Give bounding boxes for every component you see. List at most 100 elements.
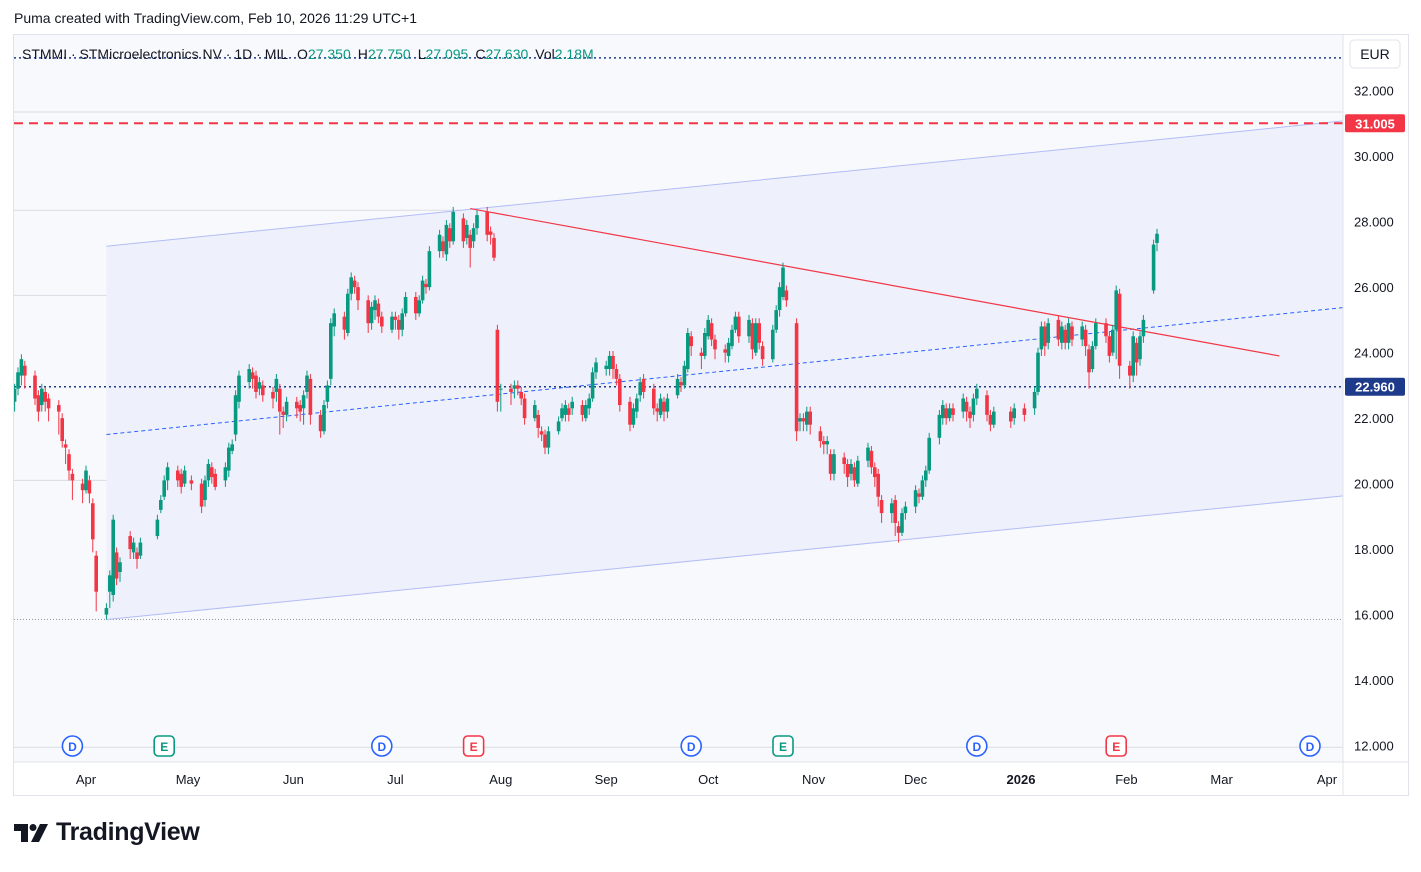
candle[interactable] — [784, 285, 789, 307]
candle[interactable] — [271, 387, 275, 409]
candle[interactable] — [118, 557, 122, 582]
earnings-marker[interactable]: E — [153, 735, 175, 757]
candle[interactable] — [488, 226, 493, 245]
candle[interactable] — [1111, 324, 1115, 356]
candle[interactable] — [723, 344, 727, 363]
candle[interactable] — [539, 426, 544, 442]
price-label-tag[interactable] — [1345, 377, 1405, 396]
candle[interactable] — [971, 393, 976, 422]
candle[interactable] — [879, 495, 884, 523]
candle[interactable] — [754, 318, 758, 356]
candle[interactable] — [247, 364, 251, 389]
candle[interactable] — [332, 308, 336, 337]
candle[interactable] — [1056, 314, 1061, 347]
candle[interactable] — [397, 314, 401, 340]
candle[interactable] — [1036, 347, 1040, 396]
candle[interactable] — [257, 377, 262, 396]
candle[interactable] — [641, 373, 646, 399]
candle[interactable] — [495, 324, 500, 412]
candle[interactable] — [63, 439, 68, 464]
candle[interactable] — [329, 318, 333, 386]
candle[interactable] — [852, 462, 857, 487]
candle[interactable] — [301, 390, 306, 425]
candle[interactable] — [546, 426, 551, 455]
candle[interactable] — [896, 521, 901, 543]
candle[interactable] — [43, 387, 47, 412]
dividend-marker[interactable]: D — [680, 735, 703, 757]
candle[interactable] — [366, 295, 370, 334]
candle[interactable] — [91, 498, 95, 553]
candle[interactable] — [607, 351, 612, 376]
candle[interactable] — [985, 390, 989, 422]
candle[interactable] — [189, 475, 194, 491]
candle[interactable] — [781, 262, 785, 301]
candle[interactable] — [33, 370, 37, 406]
candle[interactable] — [709, 318, 714, 347]
candle[interactable] — [947, 403, 952, 422]
candle[interactable] — [556, 416, 561, 435]
currency-button[interactable] — [1349, 39, 1401, 69]
candle[interactable] — [60, 413, 64, 448]
candle[interactable] — [927, 432, 931, 474]
candle[interactable] — [808, 406, 812, 435]
candle[interactable] — [390, 311, 394, 334]
candle[interactable] — [594, 357, 598, 379]
candle[interactable] — [424, 278, 428, 294]
candle[interactable] — [352, 275, 357, 294]
candle[interactable] — [206, 459, 211, 487]
candle[interactable] — [757, 318, 761, 350]
candle[interactable] — [686, 328, 690, 373]
candle[interactable] — [342, 311, 347, 340]
candle[interactable] — [849, 459, 853, 481]
candle[interactable] — [689, 331, 693, 356]
candle[interactable] — [536, 409, 540, 438]
candle[interactable] — [828, 449, 833, 481]
candle[interactable] — [369, 301, 374, 330]
earnings-marker[interactable]: E — [772, 735, 794, 757]
dividend-marker[interactable]: D — [1299, 735, 1321, 757]
candle[interactable] — [448, 223, 452, 248]
candle[interactable] — [1117, 288, 1122, 379]
candle[interactable] — [655, 403, 659, 422]
candle[interactable] — [992, 406, 996, 428]
candle[interactable] — [1046, 318, 1050, 350]
candle[interactable] — [437, 229, 442, 258]
candle[interactable] — [250, 367, 255, 389]
candle[interactable] — [1107, 331, 1112, 363]
candle[interactable] — [750, 318, 755, 360]
candle[interactable] — [1063, 324, 1067, 350]
candle[interactable] — [414, 292, 418, 320]
candle[interactable] — [278, 383, 282, 435]
candle[interactable] — [485, 206, 489, 242]
candle[interactable] — [70, 468, 75, 501]
candle[interactable] — [590, 367, 595, 402]
candle[interactable] — [346, 288, 350, 337]
candle[interactable] — [1128, 360, 1132, 389]
candle[interactable] — [420, 275, 425, 304]
candle[interactable] — [774, 305, 778, 334]
candle[interactable] — [308, 373, 313, 425]
candle[interactable] — [213, 468, 217, 491]
candle[interactable] — [403, 292, 408, 317]
candle[interactable] — [128, 531, 132, 559]
candle[interactable] — [890, 498, 894, 523]
candle[interactable] — [519, 387, 523, 406]
candle[interactable] — [356, 282, 360, 311]
candle[interactable] — [587, 393, 591, 415]
candle[interactable] — [733, 311, 738, 334]
candle[interactable] — [1155, 228, 1159, 252]
candle[interactable] — [36, 390, 41, 422]
candle[interactable] — [179, 468, 183, 494]
candle[interactable] — [604, 360, 608, 376]
candle[interactable] — [842, 452, 846, 474]
candle[interactable] — [614, 364, 619, 386]
candle[interactable] — [675, 373, 680, 399]
candle[interactable] — [706, 314, 710, 340]
candle[interactable] — [417, 295, 421, 317]
candle[interactable] — [67, 449, 71, 481]
candle[interactable] — [924, 465, 928, 487]
candle[interactable] — [1032, 387, 1037, 415]
candle[interactable] — [1134, 337, 1139, 376]
candle[interactable] — [155, 514, 160, 540]
candle[interactable] — [825, 436, 829, 455]
